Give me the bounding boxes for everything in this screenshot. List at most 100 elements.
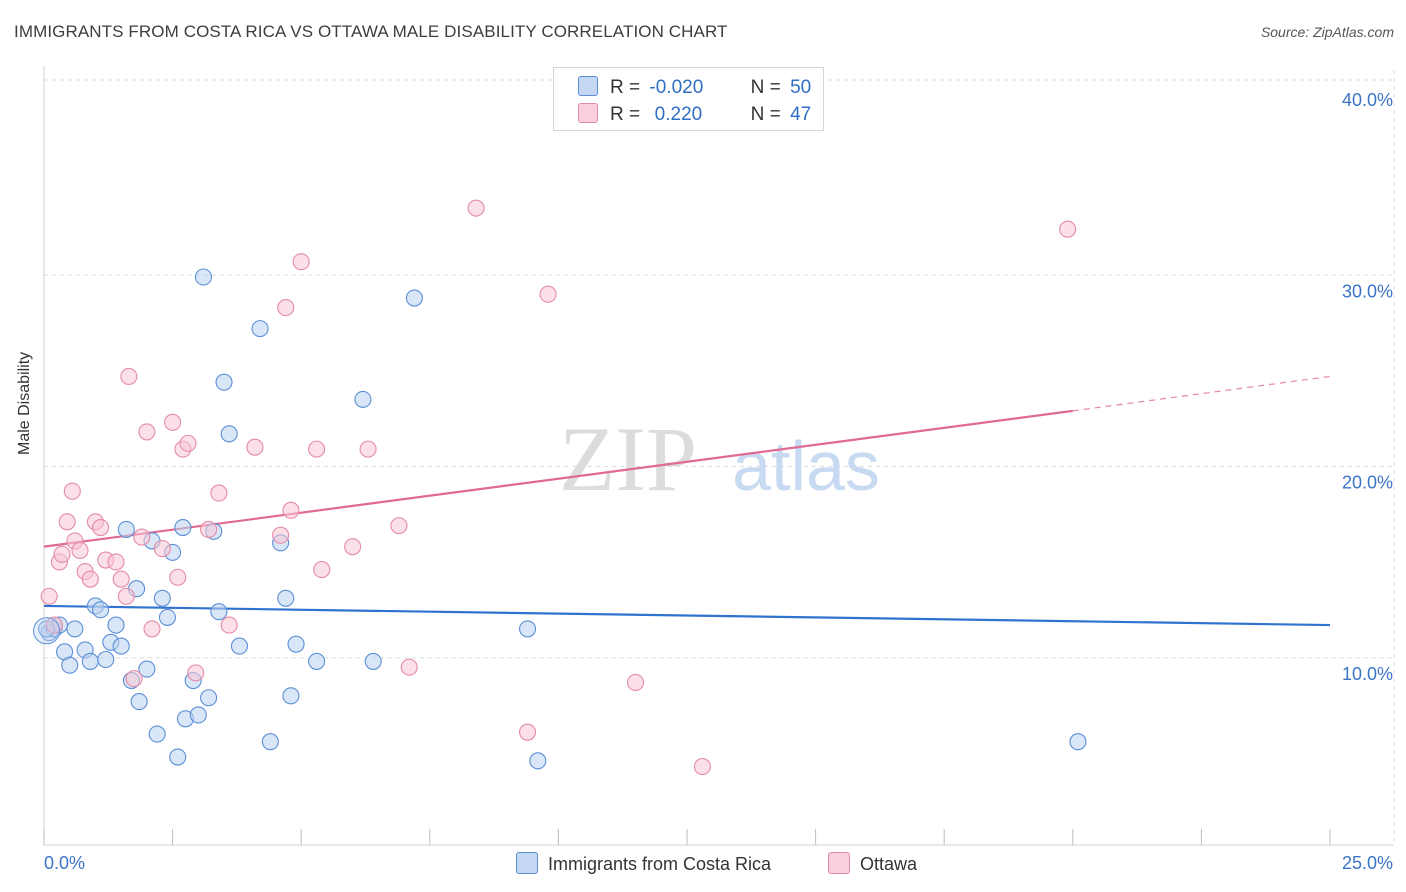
point-blue — [81, 652, 99, 670]
point-pink — [71, 541, 89, 560]
point-blue — [282, 687, 300, 705]
bottom-legend-costa-rica: Immigrants from Costa Rica — [516, 852, 771, 875]
source-label: Source: ZipAtlas.com — [1260, 24, 1394, 40]
legend-r-value: -0.020 — [649, 77, 704, 98]
point-pink — [153, 540, 171, 558]
trend-line-dashed-pink — [1072, 375, 1331, 412]
point-pink — [272, 526, 290, 544]
point-pink — [220, 616, 238, 634]
legend-row-ottawa: R = 0.220 N = 47 — [578, 103, 811, 125]
legend-r-label: R = — [610, 77, 641, 98]
point-blue — [158, 608, 177, 626]
watermark-zip: ZIP — [559, 408, 697, 510]
point-blue — [215, 373, 233, 391]
point-pink — [120, 367, 138, 385]
point-blue — [97, 650, 115, 669]
point-blue — [200, 689, 218, 707]
bottom-legend-label: Ottawa — [860, 854, 918, 874]
point-pink — [1059, 220, 1077, 238]
legend-row-costa-rica: R = -0.020 N = 50 — [578, 76, 811, 98]
point-pink — [112, 570, 130, 588]
point-pink — [210, 484, 228, 502]
point-pink — [693, 758, 711, 776]
point-pink — [292, 253, 310, 271]
point-pink — [40, 587, 58, 605]
x-tick-label: 0.0% — [44, 853, 85, 873]
point-pink — [467, 199, 485, 217]
point-pink — [45, 616, 63, 634]
point-pink — [344, 538, 362, 556]
y-tick-label: 20.0% — [1342, 473, 1393, 493]
legend-r-value: 0.220 — [649, 104, 703, 125]
point-pink — [107, 553, 125, 571]
legend-swatch-pink — [578, 103, 598, 123]
point-pink — [53, 545, 71, 563]
point-blue — [189, 706, 207, 724]
point-blue — [194, 268, 213, 286]
point-blue — [130, 693, 148, 711]
point-pink — [187, 664, 205, 682]
point-pink — [627, 673, 645, 691]
point-pink — [400, 658, 418, 676]
point-blue — [220, 425, 238, 443]
point-blue — [169, 748, 187, 766]
stats-legend: R = -0.020 N = 50 R = 0.220 N = 47 — [553, 67, 824, 131]
point-pink — [200, 520, 218, 538]
axes — [43, 66, 1394, 846]
data-points — [33, 199, 1087, 776]
x-tick-label: 25.0% — [1342, 853, 1393, 873]
point-blue — [230, 637, 249, 655]
point-pink — [308, 440, 326, 458]
point-blue — [148, 725, 166, 743]
point-pink — [539, 285, 557, 303]
point-blue — [112, 637, 130, 655]
point-pink — [63, 482, 81, 500]
point-pink — [313, 561, 331, 579]
tick-labels: 10.0% 20.0% 30.0% 40.0% 0.0% 25.0% — [44, 90, 1393, 873]
bottom-legend-label: Immigrants from Costa Rica — [548, 854, 772, 874]
point-blue — [308, 652, 326, 670]
point-blue — [518, 620, 537, 638]
point-blue — [364, 652, 382, 670]
point-pink — [246, 438, 264, 456]
point-blue — [261, 733, 279, 751]
point-pink — [138, 423, 156, 441]
y-tick-label: 10.0% — [1342, 664, 1393, 684]
point-pink — [58, 513, 76, 531]
bottom-legend-swatch-pink — [828, 852, 850, 874]
bottom-legend-swatch-blue — [516, 852, 538, 874]
point-blue — [529, 752, 547, 770]
legend-n-value: 50 — [790, 77, 812, 98]
point-blue — [117, 520, 135, 538]
trend-line-blue — [43, 604, 1331, 627]
point-blue — [287, 635, 305, 653]
point-pink — [518, 723, 537, 741]
point-blue — [210, 603, 228, 621]
legend-swatch-blue — [578, 76, 598, 96]
point-pink — [277, 299, 295, 317]
y-axis-label: Male Disability — [16, 351, 33, 455]
bottom-legend-ottawa: Ottawa — [828, 852, 917, 875]
point-pink — [390, 517, 408, 535]
chart-title: IMMIGRANTS FROM COSTA RICA VS OTTAWA MAL… — [14, 22, 728, 41]
point-blue — [405, 289, 423, 307]
point-pink — [169, 568, 187, 586]
point-pink — [117, 587, 135, 605]
point-blue — [107, 616, 125, 634]
point-blue — [153, 589, 171, 607]
point-pink — [164, 413, 182, 431]
point-cluster — [33, 617, 61, 645]
point-pink — [359, 440, 377, 458]
point-pink — [125, 670, 143, 688]
y-tick-label: 30.0% — [1342, 281, 1393, 301]
point-blue — [354, 390, 372, 408]
point-pink — [143, 620, 161, 638]
point-pink — [282, 501, 300, 519]
point-blue — [174, 518, 192, 537]
point-pink — [133, 528, 151, 546]
point-blue — [92, 601, 110, 619]
point-blue — [66, 620, 84, 638]
legend-n-label: N = — [750, 104, 781, 125]
point-blue — [277, 589, 295, 607]
